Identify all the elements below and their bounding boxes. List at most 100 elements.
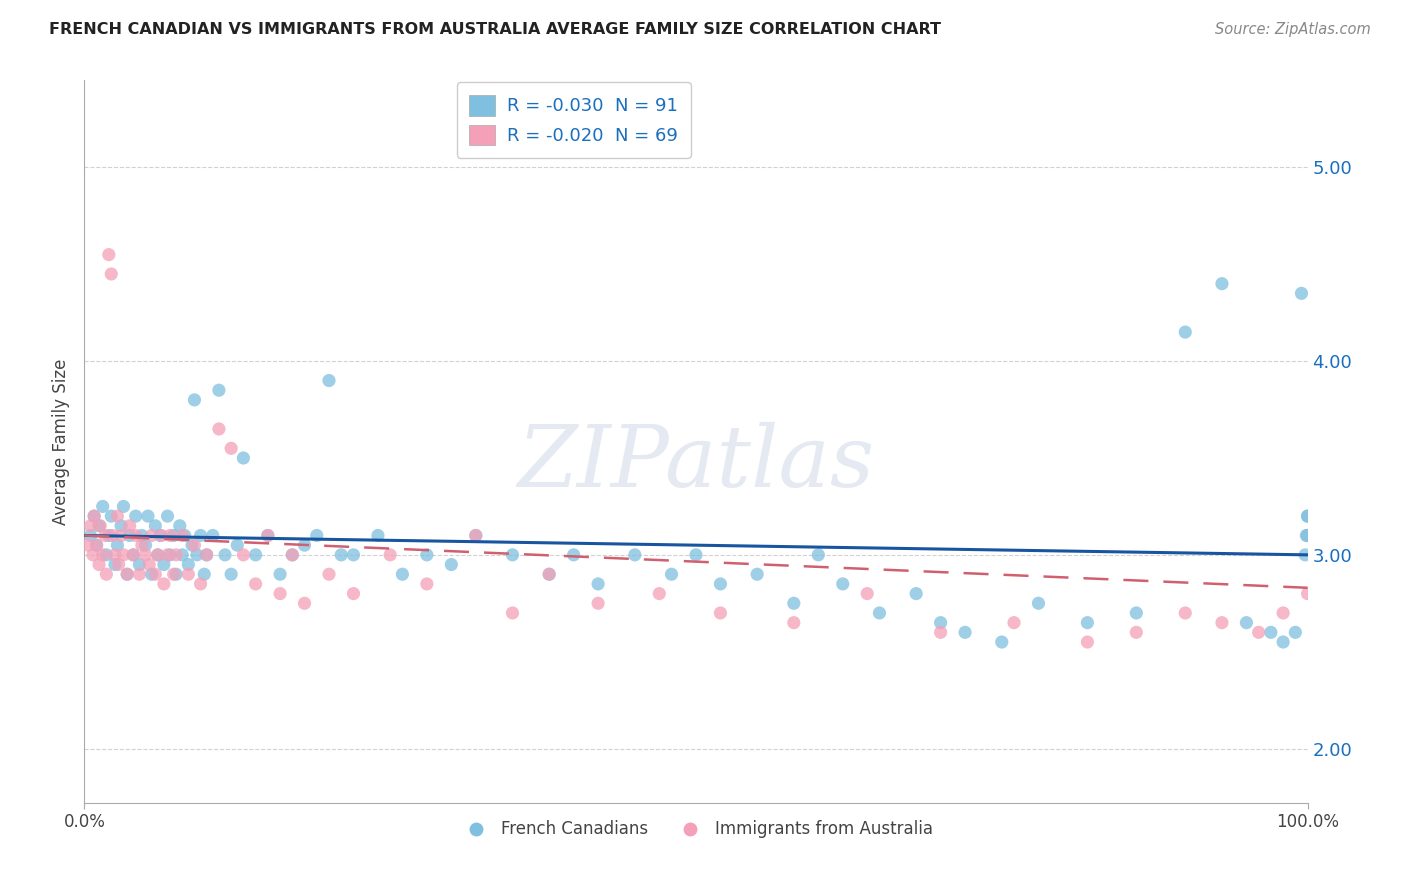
Point bbox=[1296, 586, 1319, 600]
Point bbox=[783, 615, 806, 630]
Point bbox=[101, 528, 124, 542]
Point bbox=[747, 567, 769, 582]
Point bbox=[232, 548, 254, 562]
Point bbox=[807, 548, 830, 562]
Point bbox=[1076, 635, 1098, 649]
Point bbox=[709, 606, 731, 620]
Point bbox=[856, 586, 879, 600]
Point bbox=[929, 625, 952, 640]
Point bbox=[165, 567, 187, 582]
Point bbox=[1260, 625, 1282, 640]
Point bbox=[1125, 606, 1147, 620]
Point bbox=[709, 577, 731, 591]
Point bbox=[112, 500, 135, 514]
Point bbox=[177, 558, 200, 572]
Point bbox=[831, 577, 853, 591]
Point bbox=[367, 528, 389, 542]
Point bbox=[269, 567, 291, 582]
Point bbox=[125, 509, 148, 524]
Point bbox=[83, 509, 105, 524]
Point bbox=[115, 567, 138, 582]
Point bbox=[163, 528, 186, 542]
Point bbox=[110, 518, 132, 533]
Point bbox=[257, 528, 280, 542]
Point bbox=[110, 528, 132, 542]
Point bbox=[416, 548, 439, 562]
Point bbox=[112, 548, 135, 562]
Point bbox=[1174, 325, 1197, 339]
Point bbox=[172, 548, 194, 562]
Point bbox=[135, 538, 157, 552]
Point bbox=[342, 586, 364, 600]
Point bbox=[208, 383, 231, 397]
Point bbox=[195, 548, 218, 562]
Point bbox=[869, 606, 891, 620]
Point bbox=[190, 577, 212, 591]
Point bbox=[146, 548, 169, 562]
Point bbox=[318, 567, 340, 582]
Point bbox=[1284, 625, 1306, 640]
Point bbox=[97, 247, 120, 261]
Point bbox=[89, 518, 111, 533]
Point bbox=[685, 548, 707, 562]
Point bbox=[281, 548, 304, 562]
Point bbox=[1295, 528, 1317, 542]
Point bbox=[181, 538, 204, 552]
Point bbox=[125, 528, 148, 542]
Point bbox=[380, 548, 402, 562]
Point bbox=[79, 518, 101, 533]
Point bbox=[281, 548, 304, 562]
Point bbox=[87, 518, 110, 533]
Point bbox=[115, 567, 138, 582]
Point bbox=[1211, 277, 1233, 291]
Point bbox=[1294, 548, 1316, 562]
Point bbox=[1211, 615, 1233, 630]
Point bbox=[186, 548, 208, 562]
Point bbox=[131, 538, 153, 552]
Point bbox=[79, 528, 101, 542]
Point bbox=[86, 538, 108, 552]
Point bbox=[138, 558, 160, 572]
Point bbox=[538, 567, 561, 582]
Point bbox=[149, 528, 172, 542]
Point bbox=[1125, 625, 1147, 640]
Point bbox=[183, 538, 205, 552]
Legend: French Canadians, Immigrants from Australia: French Canadians, Immigrants from Austra… bbox=[453, 814, 939, 845]
Point bbox=[97, 528, 120, 542]
Point bbox=[464, 528, 486, 542]
Point bbox=[96, 567, 118, 582]
Point bbox=[953, 625, 976, 640]
Point bbox=[165, 548, 187, 562]
Point bbox=[153, 558, 176, 572]
Point bbox=[91, 500, 114, 514]
Point bbox=[1272, 606, 1295, 620]
Point bbox=[305, 528, 328, 542]
Point bbox=[245, 548, 267, 562]
Y-axis label: Average Family Size: Average Family Size bbox=[52, 359, 70, 524]
Point bbox=[416, 577, 439, 591]
Point bbox=[208, 422, 231, 436]
Point bbox=[193, 567, 215, 582]
Point bbox=[1296, 528, 1319, 542]
Point bbox=[1076, 615, 1098, 630]
Text: Source: ZipAtlas.com: Source: ZipAtlas.com bbox=[1215, 22, 1371, 37]
Point bbox=[783, 596, 806, 610]
Point bbox=[502, 548, 524, 562]
Point bbox=[318, 374, 340, 388]
Point bbox=[87, 558, 110, 572]
Point bbox=[128, 558, 150, 572]
Point bbox=[143, 518, 166, 533]
Point bbox=[624, 548, 647, 562]
Point bbox=[156, 509, 179, 524]
Point bbox=[91, 548, 114, 562]
Point bbox=[269, 586, 291, 600]
Point bbox=[195, 548, 218, 562]
Point bbox=[83, 509, 105, 524]
Point bbox=[141, 528, 163, 542]
Point bbox=[440, 558, 463, 572]
Point bbox=[77, 538, 100, 552]
Point bbox=[538, 567, 561, 582]
Point bbox=[661, 567, 683, 582]
Point bbox=[118, 518, 141, 533]
Point bbox=[159, 548, 181, 562]
